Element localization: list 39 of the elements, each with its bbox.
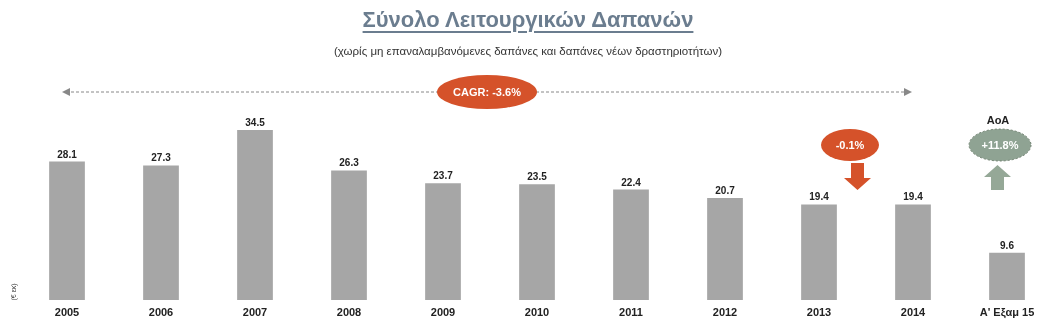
bar — [425, 183, 461, 300]
bar — [49, 161, 85, 300]
data-label: 9.6 — [1000, 239, 1015, 251]
data-label: 19.4 — [903, 191, 924, 203]
x-tick-label: Α' Εξαμ 15 — [979, 305, 1035, 319]
data-label: 27.3 — [151, 152, 172, 164]
x-tick-label: 2010 — [524, 305, 550, 318]
x-tick-label: 2011 — [619, 305, 643, 318]
text: CAGR: -3.6% — [453, 86, 522, 98]
x-tick-label: 2008 — [336, 305, 362, 318]
data-label: 19.4 — [809, 191, 830, 203]
bar — [801, 204, 837, 300]
x-tick-label: 2014 — [900, 305, 927, 318]
x-tick-label: 2013 — [806, 305, 832, 318]
bar — [519, 184, 555, 300]
annotation: -0.1% — [835, 139, 865, 151]
bar — [613, 189, 649, 300]
chart-subtitle: (χωρίς μη επαναλαμβανόμενες δαπάνες και δαπάνες νέων δραστηριοτήτων) — [334, 45, 722, 57]
bar — [989, 252, 1025, 300]
data-label: 28.1 — [57, 148, 78, 160]
data-label: 26.3 — [339, 157, 360, 169]
text: AoA — [986, 114, 1010, 126]
data-label: 34.5 — [245, 117, 266, 128]
annotation: +11.8% — [981, 139, 1019, 151]
x-tick-label: 2006 — [148, 305, 174, 318]
bar — [895, 204, 931, 300]
data-label: 23.7 — [433, 170, 454, 182]
bar — [707, 198, 743, 300]
bar — [237, 130, 273, 300]
data-label: 23.5 — [527, 171, 548, 183]
chart-title: Σύνολο Λειτουργικών Δαπανών — [362, 7, 694, 33]
bar — [331, 170, 367, 300]
x-tick-label: 2005 — [54, 305, 80, 318]
data-label: 22.4 — [621, 176, 642, 188]
x-tick-label: 2012 — [712, 305, 738, 318]
data-label: 20.7 — [715, 185, 736, 196]
x-tick-label: 2009 — [430, 305, 456, 318]
x-tick-label: 2007 — [242, 305, 268, 318]
bar — [143, 165, 179, 300]
